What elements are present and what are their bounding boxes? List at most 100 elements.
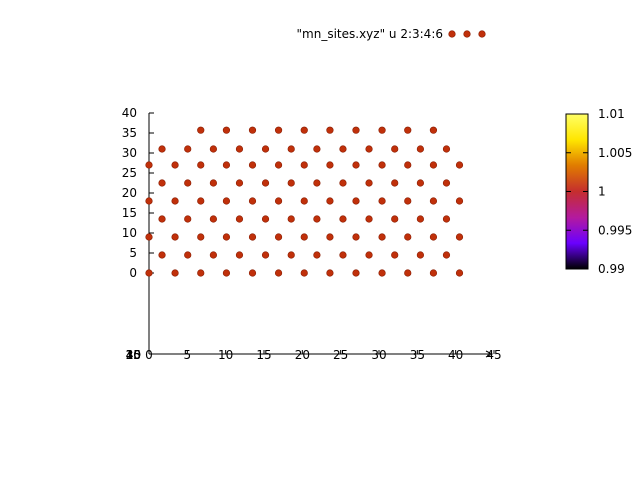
data-point xyxy=(184,179,192,187)
data-point xyxy=(339,215,347,223)
x-tick-label: 15 xyxy=(256,348,271,362)
colorbar: 1.01 1.005 1 0.995 0.99 xyxy=(565,107,632,276)
data-point xyxy=(300,126,308,134)
data-point xyxy=(261,145,270,153)
data-point xyxy=(197,269,205,277)
data-point xyxy=(261,179,270,187)
data-point xyxy=(313,179,321,187)
data-point xyxy=(429,269,438,277)
data-point xyxy=(365,145,373,153)
data-point xyxy=(404,197,412,205)
x-tick-label: 30 xyxy=(371,348,386,362)
data-point xyxy=(352,197,360,205)
data-point xyxy=(416,215,425,223)
data-point xyxy=(287,215,295,223)
x-tick-label: 20 xyxy=(295,348,310,362)
data-point xyxy=(158,179,166,187)
data-point xyxy=(171,161,179,169)
data-point xyxy=(352,233,360,241)
x-tick-label: 35 xyxy=(410,348,425,362)
data-point xyxy=(313,215,321,223)
y-tick-label: 5 xyxy=(129,246,137,260)
data-point xyxy=(235,179,244,187)
data-point xyxy=(235,251,244,259)
data-point xyxy=(339,145,347,153)
z-tick-label: 20 xyxy=(126,348,141,362)
x-tick-label: 45 xyxy=(486,348,501,362)
data-point xyxy=(391,145,399,153)
data-point xyxy=(145,197,153,205)
data-point xyxy=(274,197,283,205)
data-point xyxy=(300,233,308,241)
data-point xyxy=(429,161,438,169)
data-point xyxy=(391,215,399,223)
legend-label: "mn_sites.xyz" u 2:3:4:6 xyxy=(297,27,443,41)
data-point xyxy=(455,197,464,205)
data-point xyxy=(158,145,166,153)
data-point xyxy=(171,233,179,241)
data-point xyxy=(145,161,153,169)
data-point xyxy=(442,251,451,259)
data-point xyxy=(404,269,412,277)
data-point xyxy=(442,179,451,187)
legend-marker xyxy=(463,30,471,38)
data-point xyxy=(442,145,451,153)
y-tick-label: 0 xyxy=(129,266,137,280)
data-point xyxy=(248,161,257,169)
data-point xyxy=(209,215,217,223)
data-point xyxy=(222,233,231,241)
data-point xyxy=(352,161,360,169)
z-tick-label: 15 xyxy=(126,348,141,362)
data-point xyxy=(209,179,217,187)
y-tick-label: 10 xyxy=(122,226,137,240)
data-point xyxy=(145,269,153,277)
legend-marker xyxy=(478,30,486,38)
data-point xyxy=(326,233,334,241)
colorbar-tick-label: 1 xyxy=(598,185,606,199)
z-tick-label: 5 xyxy=(133,348,141,362)
data-point xyxy=(339,251,347,259)
data-point xyxy=(378,233,386,241)
data-point xyxy=(365,179,373,187)
data-point xyxy=(222,161,231,169)
z-tick-label: 10 xyxy=(126,348,141,362)
data-point xyxy=(261,251,270,259)
z-tick-label: 30 xyxy=(126,348,141,362)
data-point xyxy=(404,126,412,134)
data-point xyxy=(391,179,399,187)
data-point xyxy=(248,269,257,277)
z-tick-label: 45 xyxy=(126,348,141,362)
data-point xyxy=(300,197,308,205)
x-tick-label: 5 xyxy=(184,348,192,362)
colorbar-tick-label: 0.995 xyxy=(598,223,632,237)
data-point xyxy=(158,215,166,223)
data-point xyxy=(429,126,438,134)
data-point xyxy=(287,145,295,153)
data-point xyxy=(416,251,425,259)
y-tick-label: 30 xyxy=(122,146,137,160)
legend: "mn_sites.xyz" u 2:3:4:6 xyxy=(297,27,486,41)
data-point xyxy=(404,161,412,169)
data-point xyxy=(248,233,257,241)
data-point xyxy=(326,126,334,134)
data-point xyxy=(274,161,283,169)
data-point xyxy=(287,251,295,259)
data-point xyxy=(429,233,438,241)
data-point xyxy=(365,215,373,223)
data-point xyxy=(235,145,244,153)
z-tick-label: 25 xyxy=(126,348,141,362)
data-point xyxy=(222,269,231,277)
data-point xyxy=(287,179,295,187)
data-point xyxy=(326,269,334,277)
data-point xyxy=(378,126,386,134)
data-point xyxy=(352,126,360,134)
data-point xyxy=(248,126,257,134)
data-point xyxy=(274,126,283,134)
y-tick-label: 40 xyxy=(122,106,137,120)
x-tick-label: 25 xyxy=(333,348,348,362)
data-point xyxy=(171,269,179,277)
data-point xyxy=(248,197,257,205)
data-point xyxy=(222,126,231,134)
data-point xyxy=(171,197,179,205)
data-point xyxy=(313,251,321,259)
